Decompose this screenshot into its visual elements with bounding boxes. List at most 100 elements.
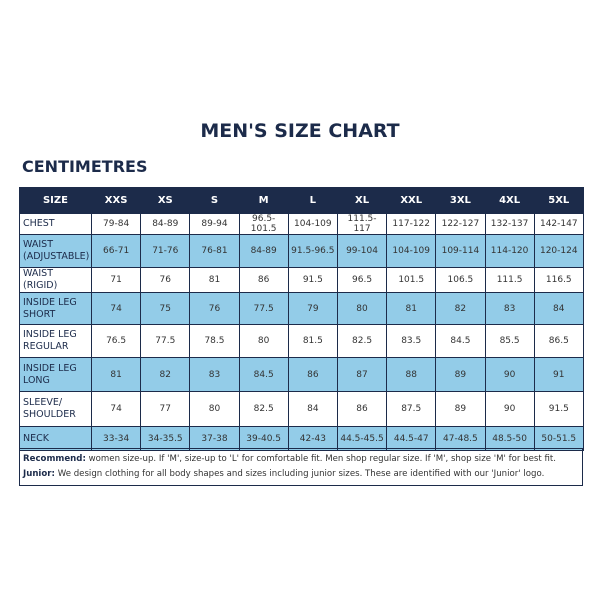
cell: 104-109	[386, 234, 437, 268]
cell: 84.5	[435, 324, 486, 358]
cell: 91.5	[533, 391, 584, 427]
table-row: WAIST (ADJUSTABLE) 66-71 71-76 76-81 84-89 91…	[19, 234, 584, 268]
cell: 77.5	[238, 292, 289, 325]
note: Junior: We design clothing for all body …	[23, 467, 579, 482]
cell: 84-89	[238, 234, 289, 268]
cell: 96.5-101.5	[238, 213, 289, 235]
table-row: WAIST (RIGID) 71 76 81 86 91.5 96.5 101.5 106.5 1…	[19, 267, 584, 293]
cell: 76.5	[90, 324, 142, 358]
cell: 75	[140, 292, 191, 325]
cell: 42-43	[287, 426, 338, 451]
cell: 85.5	[484, 324, 535, 358]
cell: 82.5	[336, 324, 388, 358]
cell: 99-104	[336, 234, 388, 268]
cell: 86.5	[533, 324, 584, 358]
cell: 66-71	[90, 234, 142, 268]
cell: 111.5	[484, 267, 535, 293]
cell: 80	[336, 292, 388, 325]
header-cell: XXL	[386, 187, 437, 214]
cell: 74	[90, 391, 142, 427]
header-cell: 4XL	[484, 187, 535, 214]
note: Recommend: women size-up. If 'M', size-u…	[23, 452, 579, 467]
cell: 114-120	[484, 234, 535, 268]
cell: 90	[484, 357, 535, 392]
cell: 89-94	[189, 213, 240, 235]
cell: 84	[287, 391, 338, 427]
cell: 132-137	[484, 213, 535, 235]
header-cell: XL	[336, 187, 388, 214]
cell: 71-76	[140, 234, 191, 268]
cell: 84.5	[238, 357, 289, 392]
cell: 101.5	[386, 267, 437, 293]
cell: 81.5	[287, 324, 338, 358]
cell: 87.5	[386, 391, 437, 427]
row-label: INSIDE LEG SHORT	[19, 292, 92, 325]
header-cell: S	[189, 187, 240, 214]
header-row: SIZE XXS XS S M L XL XXL 3XL 4XL 5XL	[19, 187, 584, 214]
cell: 84-89	[140, 213, 191, 235]
cell: 81	[189, 267, 240, 293]
cell: 77.5	[140, 324, 191, 358]
cell: 91.5	[287, 267, 338, 293]
cell: 82	[435, 292, 486, 325]
cell: 84	[533, 292, 584, 325]
cell: 96.5	[336, 267, 388, 293]
note-label: Recommend:	[23, 454, 86, 464]
cell: 82.5	[238, 391, 289, 427]
cell: 44.5-45.5	[336, 426, 388, 451]
notes: Recommend: women size-up. If 'M', size-u…	[19, 448, 583, 486]
table-row: NECK 33-34 34-35.5 37-38 39-40.5 42-43 44.5-45…	[19, 426, 584, 451]
cell: 47-48.5	[435, 426, 486, 451]
cell: 86	[336, 391, 388, 427]
cell: 117-122	[386, 213, 437, 235]
table-row: SLEEVE/ SHOULDER 74 77 80 82.5 84 86 87.5 89 90 91…	[19, 391, 584, 427]
cell: 91.5-96.5	[287, 234, 338, 268]
row-label: NECK	[19, 426, 92, 451]
table-row: CHEST 79-84 84-89 89-94 96.5-101.5 104-109 111…	[19, 213, 584, 235]
cell: 89	[435, 357, 486, 392]
header-cell: SIZE	[19, 187, 92, 214]
row-label: WAIST (RIGID)	[19, 267, 92, 293]
cell: 109-114	[435, 234, 486, 268]
cell: 81	[90, 357, 142, 392]
cell: 79	[287, 292, 338, 325]
cell: 80	[189, 391, 240, 427]
cell: 34-35.5	[140, 426, 191, 451]
cell: 86	[287, 357, 338, 392]
header-cell: XS	[140, 187, 191, 214]
cell: 74	[90, 292, 142, 325]
cell: 106.5	[435, 267, 486, 293]
cell: 78.5	[189, 324, 240, 358]
cell: 39-40.5	[238, 426, 289, 451]
cell: 48.5-50	[484, 426, 535, 451]
cell: 104-109	[287, 213, 338, 235]
cell: 79-84	[90, 213, 142, 235]
cell: 76	[189, 292, 240, 325]
cell: 83.5	[386, 324, 437, 358]
table-row: INSIDE LEG REGULAR 76.5 77.5 78.5 80 81.5 82.5…	[19, 324, 584, 358]
cell: 71	[90, 267, 142, 293]
header-cell: M	[238, 187, 289, 214]
table-row: INSIDE LEG SHORT 74 75 76 77.5 79 80 81 82 83 84	[19, 292, 584, 325]
cell: 83	[189, 357, 240, 392]
row-label: SLEEVE/ SHOULDER	[19, 391, 92, 427]
row-label: INSIDE LEG REGULAR	[19, 324, 92, 358]
note-label: Junior:	[23, 469, 55, 479]
header-cell: 5XL	[533, 187, 584, 214]
subtitle: CENTIMETRES	[22, 157, 148, 176]
cell: 91	[533, 357, 584, 392]
cell: 122-127	[435, 213, 486, 235]
note-text: women size-up. If 'M', size-up to 'L' fo…	[88, 454, 556, 464]
cell: 86	[238, 267, 289, 293]
cell: 87	[336, 357, 388, 392]
cell: 44.5-47	[386, 426, 437, 451]
cell: 116.5	[533, 267, 584, 293]
header-cell: L	[287, 187, 338, 214]
cell: 76	[140, 267, 191, 293]
cell: 76-81	[189, 234, 240, 268]
cell: 89	[435, 391, 486, 427]
cell: 50-51.5	[533, 426, 584, 451]
header-cell: 3XL	[435, 187, 486, 214]
row-label: CHEST	[19, 213, 92, 235]
